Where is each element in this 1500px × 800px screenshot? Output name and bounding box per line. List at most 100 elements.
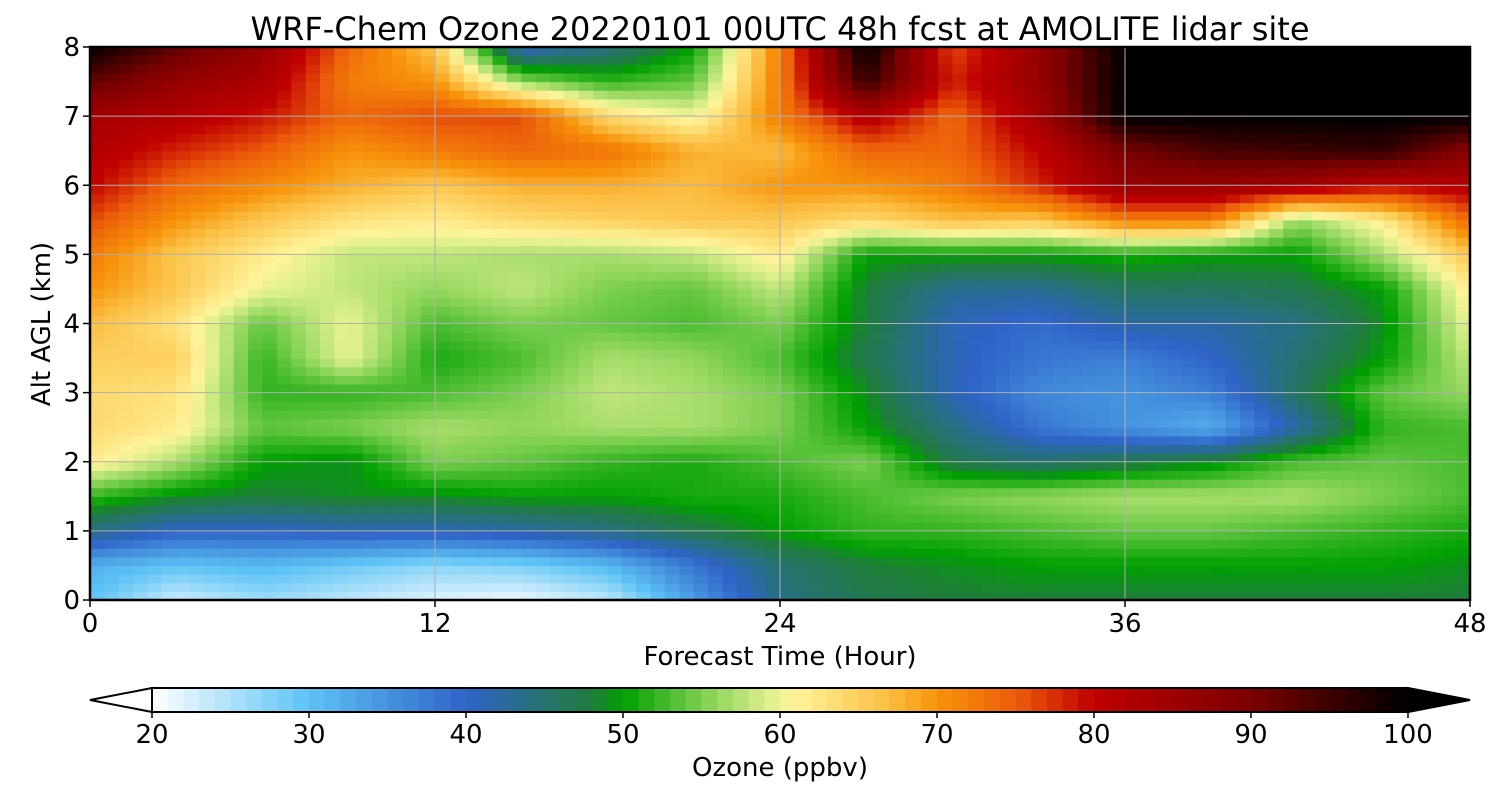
heatmap-cell: [1412, 435, 1428, 446]
heatmap-cell: [1125, 193, 1140, 204]
heatmap-cell: [435, 539, 450, 549]
heatmap-cell: [1311, 271, 1327, 281]
heatmap-cell: [276, 314, 292, 325]
heatmap-cell: [406, 323, 422, 333]
heatmap-cell: [176, 513, 192, 523]
heatmap-cell: [1182, 159, 1198, 169]
heatmap-cell: [1268, 237, 1284, 247]
heatmap-cell: [334, 427, 350, 437]
heatmap-cell: [1268, 418, 1284, 428]
heatmap-cell: [262, 271, 278, 281]
heatmap-cell: [1168, 427, 1184, 437]
heatmap-cell: [1355, 582, 1370, 592]
heatmap-cell: [607, 323, 623, 333]
heatmap-cell: [478, 332, 494, 342]
heatmap-cell: [90, 453, 105, 463]
heatmap-cell: [837, 513, 853, 523]
heatmap-cell: [276, 176, 292, 186]
heatmap-cell: [406, 271, 422, 281]
heatmap-cell: [1254, 159, 1270, 169]
heatmap-cell: [377, 332, 393, 342]
heatmap-cell: [1196, 202, 1212, 212]
heatmap-cell: [1153, 453, 1169, 463]
heatmap-cell: [909, 548, 925, 558]
heatmap-cell: [851, 176, 867, 186]
heatmap-cell: [1010, 159, 1025, 169]
heatmap-cell: [1081, 383, 1097, 394]
heatmap-cell: [1168, 332, 1184, 342]
heatmap-cell: [621, 496, 637, 506]
heatmap-cell: [1369, 176, 1385, 186]
heatmap-cell: [966, 530, 982, 541]
heatmap-cell: [1024, 288, 1040, 299]
heatmap-cell: [1297, 496, 1313, 506]
heatmap-cell: [1254, 556, 1270, 567]
heatmap-cell: [1340, 271, 1356, 281]
heatmap-cell: [837, 323, 853, 333]
heatmap-cell: [161, 340, 177, 351]
heatmap-cell: [406, 288, 422, 299]
heatmap-cell: [751, 176, 767, 186]
heatmap-cell: [550, 418, 565, 428]
heatmap-cell: [176, 202, 192, 212]
heatmap-cell: [478, 358, 494, 368]
heatmap-cell: [578, 548, 594, 558]
heatmap-cell: [1297, 539, 1313, 549]
heatmap-cell: [1024, 539, 1040, 549]
heatmap-cell: [506, 167, 522, 178]
heatmap-cell: [866, 245, 882, 255]
heatmap-cell: [1096, 392, 1112, 402]
heatmap-cell: [1383, 176, 1399, 186]
heatmap-cell: [909, 332, 925, 342]
heatmap-cell: [1340, 487, 1356, 497]
heatmap-cell: [1426, 444, 1442, 454]
heatmap-cell: [995, 591, 1011, 601]
heatmap-cell: [621, 582, 637, 592]
heatmap-cell: [276, 228, 292, 238]
heatmap-cell: [1110, 297, 1126, 307]
heatmap-cell: [248, 314, 264, 325]
heatmap-cell: [981, 306, 997, 316]
heatmap-cell: [1311, 401, 1327, 411]
heatmap-cell: [1053, 211, 1069, 221]
heatmap-cell: [765, 254, 781, 264]
heatmap-cell: [276, 383, 292, 394]
heatmap-cell: [1297, 219, 1313, 230]
heatmap-cell: [1153, 461, 1169, 471]
heatmap-cell: [679, 193, 695, 204]
heatmap-cell: [161, 323, 177, 333]
heatmap-cell: [521, 185, 537, 195]
heatmap-cell: [808, 202, 824, 212]
heatmap-cell: [1254, 254, 1270, 264]
heatmap-cell: [1182, 340, 1198, 351]
heatmap-cell: [233, 150, 249, 160]
heatmap-cell: [895, 522, 910, 532]
heatmap-cell: [334, 297, 350, 307]
heatmap-cell: [923, 297, 939, 307]
heatmap-cell: [1168, 504, 1184, 515]
heatmap-cell: [593, 392, 609, 402]
heatmap-cell: [363, 574, 379, 584]
heatmap-cell: [406, 444, 422, 454]
heatmap-cell: [1398, 349, 1414, 359]
heatmap-cell: [492, 504, 508, 515]
heatmap-cell: [377, 245, 393, 255]
heatmap-cell: [1441, 340, 1457, 351]
heatmap-cell: [1225, 358, 1241, 368]
heatmap-cell: [1053, 176, 1069, 186]
heatmap-cell: [233, 409, 249, 420]
heatmap-cell: [535, 167, 551, 178]
heatmap-cell: [708, 435, 724, 446]
heatmap-cell: [636, 167, 652, 178]
heatmap-cell: [1168, 211, 1184, 221]
heatmap-cell: [1311, 211, 1327, 221]
heatmap-cell: [593, 539, 609, 549]
heatmap-cell: [1168, 383, 1184, 394]
heatmap-cell: [161, 167, 177, 178]
heatmap-cell: [1139, 167, 1155, 178]
heatmap-cell: [708, 487, 724, 497]
heatmap-cell: [765, 392, 781, 402]
heatmap-cell: [966, 470, 982, 480]
heatmap-cell: [708, 470, 724, 480]
heatmap-cell: [233, 271, 249, 281]
